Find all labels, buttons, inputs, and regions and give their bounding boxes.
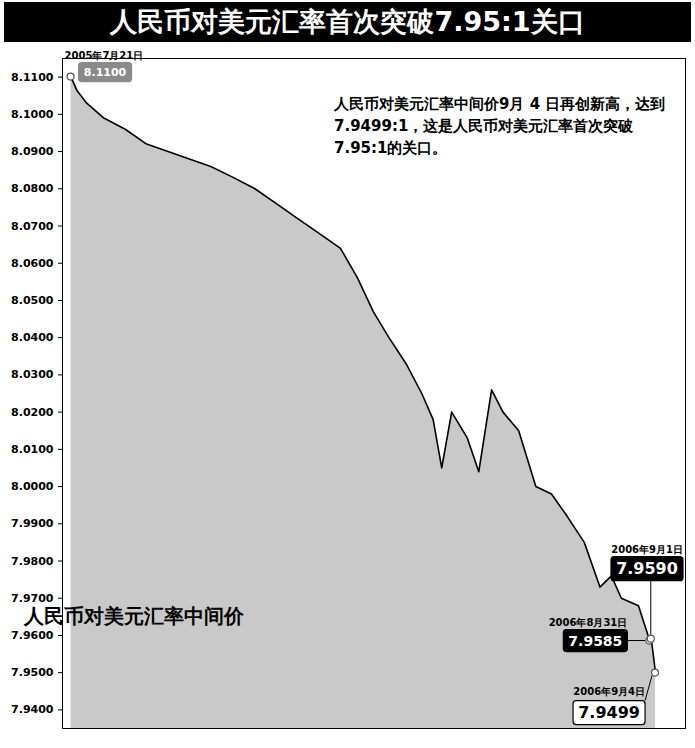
svg-text:8.0700: 8.0700 [11, 220, 54, 233]
svg-text:8.1000: 8.1000 [11, 108, 54, 121]
svg-text:8.0300: 8.0300 [11, 368, 54, 381]
svg-text:8.0200: 8.0200 [11, 406, 54, 419]
svg-text:8.0100: 8.0100 [11, 443, 54, 456]
svg-text:7.9585: 7.9585 [568, 633, 622, 649]
svg-text:7.9500: 7.9500 [11, 666, 54, 679]
svg-text:8.0900: 8.0900 [11, 145, 54, 158]
svg-text:人民币对美元汇率中间价: 人民币对美元汇率中间价 [23, 604, 245, 628]
svg-text:7.9800: 7.9800 [11, 555, 54, 568]
svg-text:7.9590: 7.9590 [616, 559, 678, 578]
svg-text:8.0600: 8.0600 [11, 257, 54, 270]
svg-text:2006年9月4日: 2006年9月4日 [573, 686, 645, 697]
svg-text:7.9700: 7.9700 [11, 592, 54, 605]
svg-text:8.1100: 8.1100 [84, 66, 127, 79]
svg-text:7.9400: 7.9400 [11, 703, 54, 716]
svg-text:7.9900: 7.9900 [11, 517, 54, 530]
svg-text:7.9499: 7.9499 [578, 703, 640, 722]
svg-text:7.9600: 7.9600 [11, 629, 54, 642]
svg-text:8.0400: 8.0400 [11, 331, 54, 344]
svg-text:8.1100: 8.1100 [11, 71, 54, 84]
svg-text:2006年8月31日: 2006年8月31日 [549, 617, 628, 628]
html-text:人民币对美元汇率首次突破7.95:1关口: 人民币对美元汇率首次突破7.95:1关口 [110, 6, 585, 37]
svg-text:8.0000: 8.0000 [11, 480, 54, 493]
svg-text:2005年7月21日: 2005年7月21日 [65, 50, 144, 61]
svg-text:2006年9月1日: 2006年9月1日 [611, 544, 683, 555]
svg-text:8.0800: 8.0800 [11, 182, 54, 195]
html-text:人民币对美元汇率中间价9月 4 日再创新高，达到7.9499: 人民币对美元汇率中间价9月 4 日再创新高，达到7.9499:1，这是人民币对美… [334, 95, 666, 157]
svg-text:8.0500: 8.0500 [11, 294, 54, 307]
